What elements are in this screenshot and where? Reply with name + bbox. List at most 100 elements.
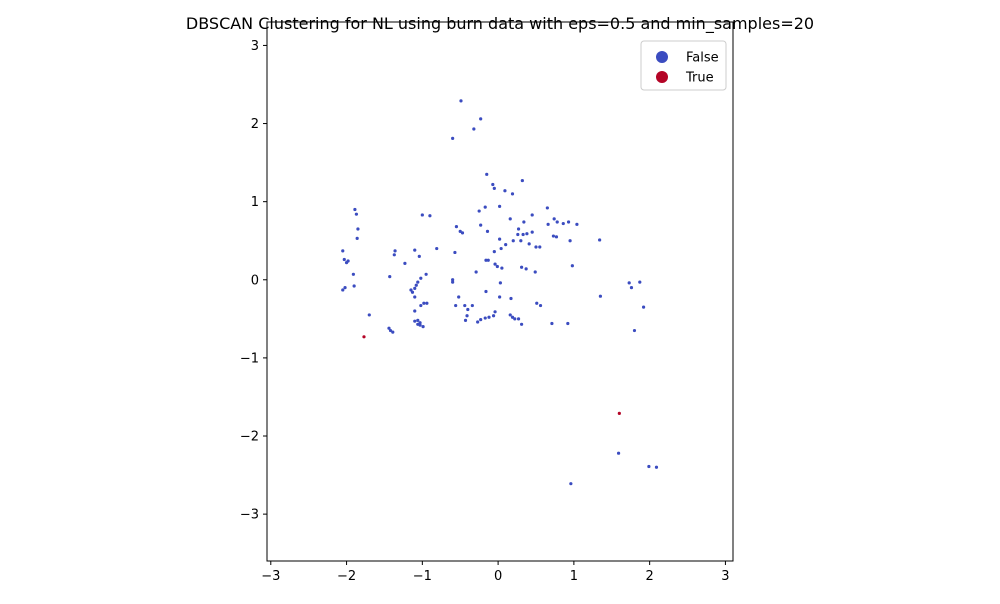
point-false-35 (516, 227, 521, 231)
x-tick-label: −1 (413, 569, 432, 584)
point-false-106 (465, 314, 469, 318)
point-false-68 (343, 285, 347, 290)
point-false-124 (535, 301, 539, 305)
point-false-57 (453, 250, 457, 255)
point-false-99 (388, 328, 393, 333)
point-false-61 (355, 236, 359, 240)
point-false-80 (410, 290, 415, 294)
point-false-114 (491, 314, 496, 318)
point-false-78 (388, 275, 392, 279)
point-false-118 (484, 289, 488, 294)
point-false-91 (413, 319, 417, 323)
point-false-95 (421, 325, 425, 329)
point-false-8 (510, 192, 515, 196)
point-false-52 (500, 266, 504, 270)
point-false-100 (391, 330, 395, 334)
point-false-12 (498, 204, 502, 208)
point-false-19 (555, 220, 559, 224)
point-false-0 (459, 99, 463, 103)
point-false-93 (418, 321, 422, 325)
point-false-69 (352, 284, 356, 288)
point-false-38 (525, 232, 529, 236)
point-false-103 (457, 295, 461, 299)
point-false-79 (409, 288, 413, 292)
point-false-135 (647, 464, 651, 469)
y-tick-label: 1 (251, 195, 259, 210)
point-false-76 (428, 214, 432, 218)
point-false-48 (484, 258, 488, 262)
point-false-6 (492, 186, 496, 190)
point-false-47 (474, 270, 478, 274)
point-false-65 (346, 259, 350, 263)
point-false-31 (499, 246, 503, 251)
point-false-7 (503, 189, 507, 193)
point-false-89 (419, 303, 423, 308)
point-false-34 (516, 232, 520, 237)
point-false-63 (342, 257, 346, 262)
y-tick-label: −3 (240, 508, 259, 523)
point-false-109 (470, 303, 474, 308)
point-false-129 (627, 281, 631, 285)
point-false-25 (551, 234, 556, 238)
point-false-28 (485, 229, 490, 233)
chart-title: DBSCAN Clustering for NL using burn data… (186, 14, 814, 34)
point-false-41 (534, 245, 538, 249)
point-false-122 (516, 317, 521, 321)
point-false-1 (479, 117, 483, 121)
x-axis: −3 −2 −1 0 1 2 3 (261, 561, 730, 584)
point-false-97 (367, 313, 371, 317)
y-tick-label: 0 (251, 273, 259, 288)
point-false-81 (413, 286, 417, 290)
point-false-104 (463, 303, 467, 308)
point-false-123 (520, 322, 524, 326)
point-false-82 (414, 283, 418, 287)
point-false-45 (533, 270, 537, 274)
point-false-96 (416, 322, 420, 326)
point-false-26 (554, 235, 559, 239)
point-false-39 (527, 242, 531, 246)
point-false-128 (598, 294, 603, 298)
point-false-44 (520, 265, 524, 269)
point-false-3 (451, 136, 455, 140)
point-false-133 (632, 328, 637, 333)
point-false-37 (521, 232, 525, 237)
point-false-110 (476, 320, 480, 324)
y-tick-label: −2 (240, 430, 259, 445)
point-false-132 (641, 305, 646, 309)
point-false-137 (569, 482, 573, 486)
y-tick-label: 3 (251, 39, 259, 54)
point-false-33 (511, 239, 515, 243)
point-false-66 (351, 272, 355, 276)
point-false-43 (524, 267, 528, 271)
point-false-119 (508, 313, 512, 317)
point-false-36 (519, 239, 523, 243)
point-true-0 (362, 335, 366, 339)
point-false-108 (454, 303, 458, 308)
x-tick-label: 3 (721, 569, 729, 584)
point-true-1 (617, 411, 621, 415)
point-false-16 (545, 206, 549, 210)
point-false-54 (454, 225, 459, 229)
point-false-90 (413, 309, 417, 313)
legend-label-false: False (686, 51, 719, 66)
point-false-92 (416, 318, 420, 322)
point-false-85 (424, 272, 428, 276)
point-false-101 (451, 280, 455, 284)
point-false-73 (413, 248, 417, 252)
point-false-117 (509, 296, 513, 301)
point-false-111 (479, 318, 483, 322)
point-false-17 (546, 222, 550, 226)
point-false-55 (458, 229, 462, 233)
x-tick-label: 0 (494, 569, 502, 584)
point-false-84 (419, 276, 423, 280)
point-false-2 (472, 127, 476, 131)
x-tick-label: −3 (261, 569, 280, 584)
point-false-20 (561, 221, 565, 226)
y-tick-label: 2 (251, 117, 259, 132)
point-false-40 (530, 230, 534, 234)
x-tick-label: 1 (570, 569, 578, 584)
point-false-11 (483, 205, 487, 209)
point-false-83 (416, 280, 420, 284)
point-false-53 (498, 281, 502, 285)
